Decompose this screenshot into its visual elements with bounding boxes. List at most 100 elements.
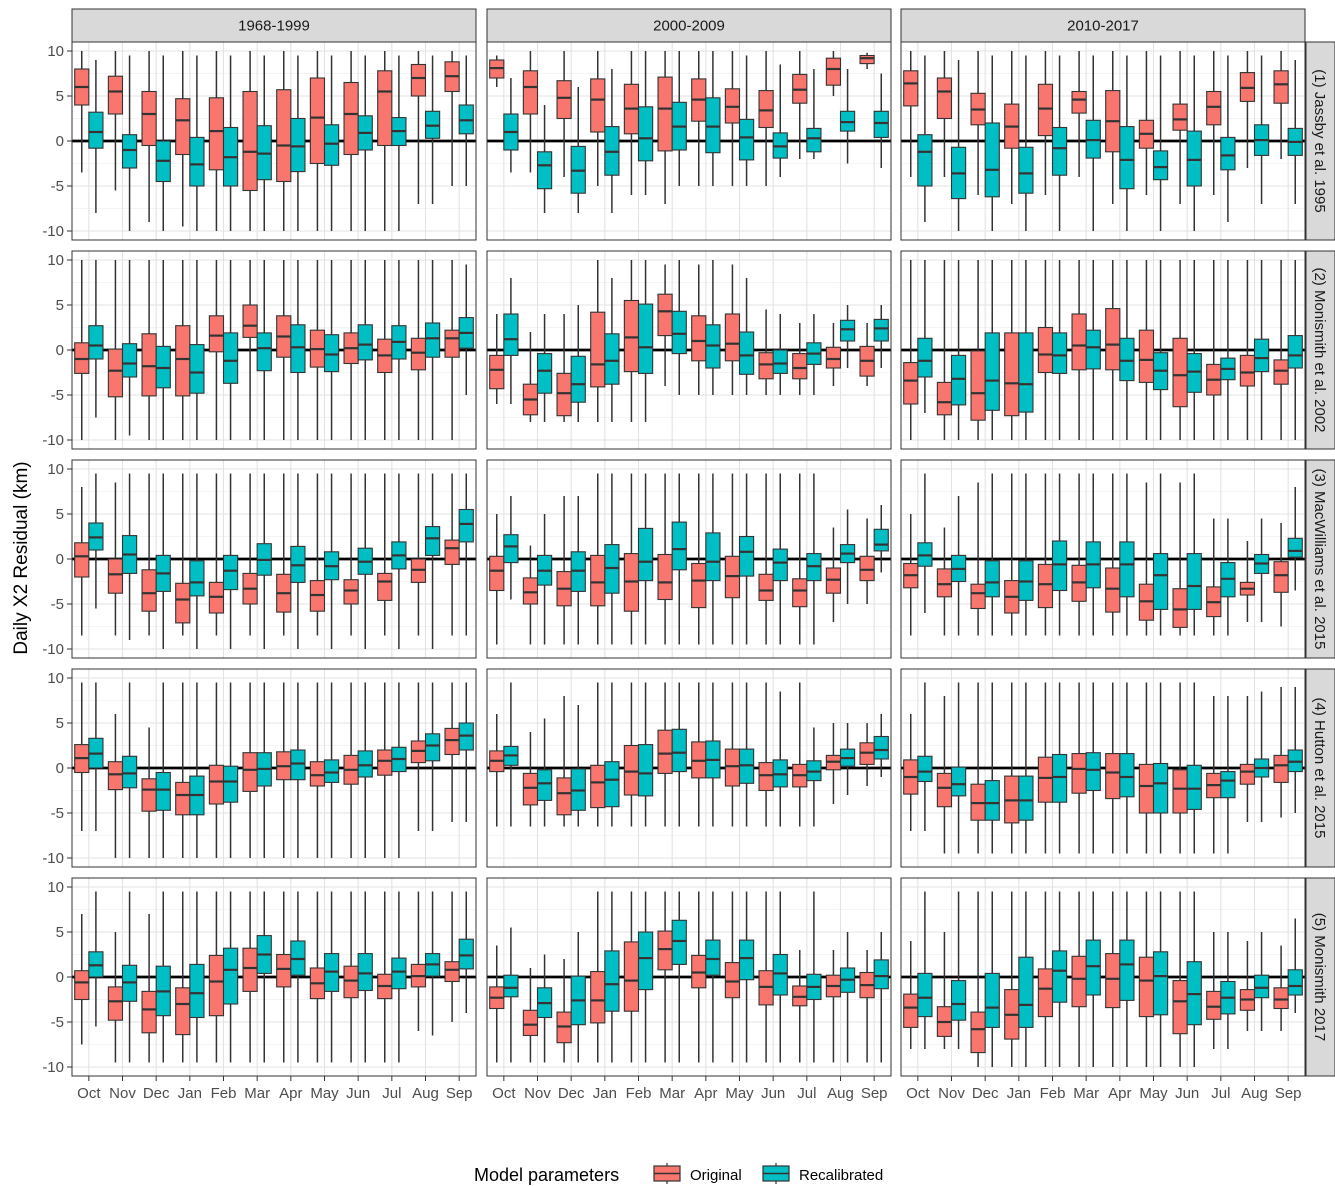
box-body (343, 579, 359, 605)
box-body (825, 346, 842, 369)
box-original-aug (825, 527, 842, 622)
box-recalibrated-jun (357, 260, 373, 440)
box-body (424, 322, 441, 358)
box-recalibrated-apr (290, 891, 306, 1063)
box-body (1239, 763, 1256, 785)
box-original-jul (792, 473, 808, 645)
box-original-jun (758, 891, 774, 1063)
box-body (1152, 553, 1169, 610)
y-tick-label: 5 (56, 715, 64, 732)
box-body (984, 972, 1000, 1028)
box-body (1152, 951, 1169, 1016)
box-body (738, 331, 755, 375)
box-body (74, 542, 90, 578)
box-body (107, 75, 124, 115)
box-body (357, 953, 373, 992)
box-body (121, 755, 138, 789)
x-tick-label-aug: Aug (1241, 1085, 1268, 1102)
box-recalibrated-jun (357, 891, 373, 1063)
legend: Model parameters Original Recalibrated (474, 1163, 883, 1185)
box-original-mar (1071, 260, 1087, 440)
box-recalibrated-dec (155, 260, 171, 440)
box-recalibrated-oct (88, 891, 104, 1027)
x-tick-label-mar: Mar (244, 1085, 270, 1102)
box-body (839, 319, 856, 342)
box-recalibrated-aug (1253, 932, 1270, 1031)
box-recalibrated-jul (391, 891, 407, 1063)
box-original-jan (175, 891, 191, 1063)
box-original-jun (343, 473, 359, 636)
panel-border (486, 459, 892, 659)
box-body (458, 508, 474, 543)
box-recalibrated-jan (604, 682, 620, 827)
box-body (1051, 540, 1068, 592)
box-recalibrated-jun (772, 691, 788, 827)
box-original-jun (343, 891, 359, 1063)
box-body (536, 353, 553, 394)
box-recalibrated-nov (950, 60, 967, 231)
box-body (1119, 126, 1135, 190)
box-recalibrated-jun (357, 682, 373, 858)
box-original-jul (377, 891, 393, 1063)
box-body (208, 764, 225, 805)
box-recalibrated-feb (222, 891, 239, 1063)
box-body (444, 961, 460, 983)
box-original-apr (276, 891, 292, 1063)
box-body (444, 329, 460, 358)
box-body (623, 299, 640, 373)
box-body (873, 110, 889, 138)
box-recalibrated-sep (458, 55, 474, 186)
box-original-may (309, 473, 326, 636)
box-body (623, 941, 640, 1012)
box-original-jul (377, 260, 393, 440)
box-body (141, 778, 157, 812)
box-body (489, 354, 505, 390)
box-body (290, 117, 306, 173)
box-original-jan (590, 891, 606, 1063)
box-recalibrated-may (1152, 682, 1169, 854)
x-tick-label-apr: Apr (694, 1085, 717, 1102)
box-original-oct (903, 51, 919, 177)
box-body (859, 555, 875, 582)
box-original-may (724, 682, 741, 827)
box-recalibrated-oct (917, 891, 933, 1049)
box-recalibrated-sep (458, 264, 474, 395)
box-recalibrated-jan (604, 69, 620, 213)
box-original-oct (903, 260, 919, 440)
box-body (189, 136, 205, 187)
box-recalibrated-nov (121, 473, 138, 640)
box-original-may (309, 260, 326, 440)
box-recalibrated-sep (873, 932, 889, 1063)
strip-4-hutton-et-al-2015 (1305, 668, 1335, 868)
y-tick-label: 5 (56, 88, 64, 105)
x-tick-label-dec: Dec (558, 1085, 585, 1102)
box-original-mar (242, 260, 258, 440)
box-original-nov (522, 51, 539, 173)
box-original-jul (1206, 51, 1222, 195)
box-original-jan (1004, 682, 1020, 854)
box-body (671, 728, 687, 773)
box-recalibrated-jul (391, 55, 407, 231)
x-tick-label-dec: Dec (972, 1085, 999, 1102)
box-recalibrated-oct (917, 473, 933, 613)
box-recalibrated-jul (1220, 55, 1236, 222)
x-tick-label-aug: Aug (412, 1085, 439, 1102)
box-body (984, 332, 1000, 411)
box-recalibrated-oct (88, 473, 104, 609)
box-original-apr (276, 260, 292, 440)
box-recalibrated-nov (121, 260, 138, 436)
x-tick-label-jul: Jul (382, 1085, 401, 1102)
box-body (242, 947, 258, 992)
box-recalibrated-jan (1018, 260, 1034, 440)
box-recalibrated-apr (705, 51, 721, 186)
box-recalibrated-mar (1085, 891, 1101, 1067)
box-body (309, 761, 326, 787)
box-body (772, 548, 788, 582)
box-body (936, 772, 953, 808)
box-body (970, 583, 986, 610)
panel-4-hutton-et-al-2015-2000-2009 (486, 668, 892, 868)
box-recalibrated-mar (1085, 55, 1101, 231)
box-body (424, 733, 441, 762)
box-original-nov (936, 932, 953, 1049)
